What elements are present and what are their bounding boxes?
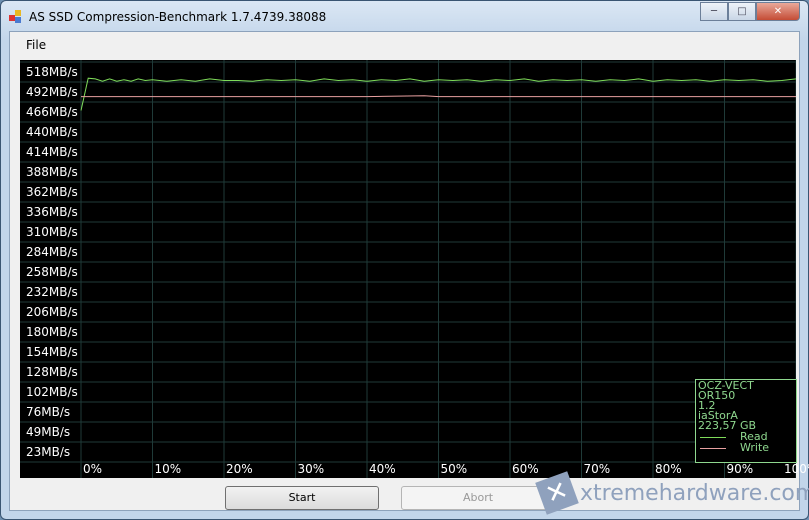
x-tick-label: 40% xyxy=(369,462,396,476)
y-tick-label: 310MB/s xyxy=(26,225,78,239)
start-button[interactable]: Start xyxy=(225,486,379,510)
menu-file[interactable]: File xyxy=(26,38,47,52)
y-tick-label: 258MB/s xyxy=(26,265,78,279)
y-tick-label: 284MB/s xyxy=(26,245,78,259)
y-tick-label: 76MB/s xyxy=(26,405,71,419)
maximize-button[interactable]: □ xyxy=(728,2,756,21)
y-tick-label: 388MB/s xyxy=(26,165,78,179)
window-title: AS SSD Compression-Benchmark 1.7.4739.38… xyxy=(29,10,327,24)
x-tick-label: 30% xyxy=(297,462,325,476)
legend: OCZ-VECT OR150 1.2 iaStorA 223,57 GB Rea… xyxy=(695,379,797,463)
x-tick-label: 70% xyxy=(583,462,611,476)
series-write-line xyxy=(81,95,796,98)
app-icon xyxy=(9,10,23,24)
watermark-logo: ✕ xtremehardware.com xyxy=(535,471,809,515)
y-tick-label: 128MB/s xyxy=(26,365,78,379)
legend-size: 223,57 GB xyxy=(698,419,757,432)
x-tick-label: 60% xyxy=(512,462,539,476)
y-tick-label: 492MB/s xyxy=(26,85,78,99)
x-tick-label: 90% xyxy=(726,462,754,476)
y-tick-label: 154MB/s xyxy=(26,345,78,359)
legend-read-label: Read xyxy=(740,430,768,443)
minimize-button[interactable]: ─ xyxy=(700,2,728,21)
watermark-text: xtremehardware.com xyxy=(580,480,809,506)
x-tick-label: 10% xyxy=(154,462,182,476)
y-tick-label: 518MB/s xyxy=(26,65,78,79)
x-tick-label: 20% xyxy=(226,462,253,476)
series-read-line xyxy=(80,77,796,111)
y-tick-label: 362MB/s xyxy=(26,185,78,199)
legend-drive: OCZ-VECT OR150 xyxy=(698,379,754,402)
y-tick-label: 23MB/s xyxy=(26,445,71,459)
x-tick-label: 80% xyxy=(655,462,682,476)
y-tick-label: 206MB/s xyxy=(26,305,78,319)
benchmark-chart: 518MB/s 492MB/s 466MB/s 440MB/s 414MB/s 388MB… xyxy=(20,60,809,478)
y-tick-label: 232MB/s xyxy=(26,285,78,299)
x-tick-label: 100% xyxy=(784,462,809,476)
x-tick-label: 50% xyxy=(440,462,468,476)
y-tick-label: 414MB/s xyxy=(26,145,78,159)
watermark-x-icon: ✕ xyxy=(535,471,579,515)
abort-button[interactable]: Abort xyxy=(401,486,555,510)
title-bar: AS SSD Compression-Benchmark 1.7.4739.38… xyxy=(9,7,326,27)
x-tick-label: 0% xyxy=(83,462,103,476)
y-tick-label: 180MB/s xyxy=(26,325,78,339)
legend-driver: iaStorA xyxy=(698,409,738,422)
legend-read: Read xyxy=(698,430,794,443)
legend-write-label: Write xyxy=(740,441,770,454)
y-tick-label: 440MB/s xyxy=(26,125,78,139)
legend-firmware: 1.2 xyxy=(698,399,716,412)
y-tick-label: 102MB/s xyxy=(26,385,78,399)
y-tick-label: 49MB/s xyxy=(26,425,71,439)
legend-write: Write xyxy=(698,441,794,454)
y-tick-label: 466MB/s xyxy=(26,105,78,119)
client-area: File 518MB/s 492MB/s 466MB/s 440MB/s 414MB/s… xyxy=(9,31,809,515)
chart-svg xyxy=(20,60,796,478)
close-button[interactable]: ✕ xyxy=(756,2,800,21)
y-tick-label: 336MB/s xyxy=(26,205,78,219)
